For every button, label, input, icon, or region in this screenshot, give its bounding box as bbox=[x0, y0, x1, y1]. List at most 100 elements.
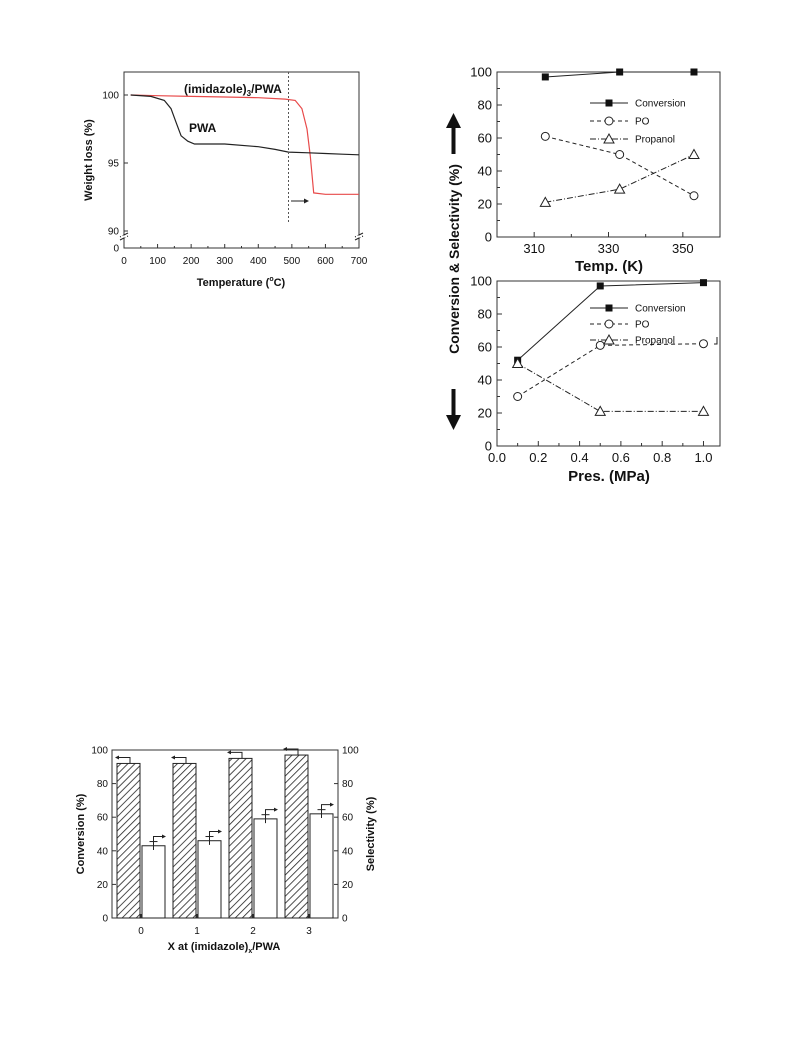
bar-bars bbox=[115, 747, 334, 919]
tga-y-tick-label: 100 bbox=[102, 91, 119, 102]
temp-x-tick-label: 310 bbox=[523, 241, 545, 256]
temp-x-tick-label: 350 bbox=[672, 241, 694, 256]
pres-y-tick-label: 0 bbox=[485, 439, 492, 454]
temp-legend: Conversion PO Propanol bbox=[590, 99, 686, 146]
tga-x-tick-label: 300 bbox=[216, 256, 233, 267]
pres-legend-marker bbox=[603, 333, 615, 345]
tga-x-tick-label: 200 bbox=[183, 256, 200, 267]
temp-legend-label: Conversion bbox=[635, 99, 686, 110]
temp-ticks: 310 330 350 0 20 40 60 80 100 bbox=[470, 65, 721, 256]
tga-ticks: 0 100 200 300 400 500 600 700 100 95 90 0 bbox=[102, 91, 367, 268]
temp-line-propanol bbox=[545, 154, 695, 203]
pres-x-tick-label: 0.8 bbox=[653, 450, 671, 465]
bar-left-y-tick-label: 40 bbox=[97, 846, 109, 857]
pres-x-tick-label: 0.6 bbox=[612, 450, 630, 465]
bar-left-y-tick-label: 60 bbox=[97, 813, 109, 824]
bar-selectivity bbox=[309, 813, 334, 919]
bar-left-y-tick-label: 100 bbox=[91, 746, 108, 757]
bar-conversion bbox=[116, 762, 141, 919]
pres-ticks: 0.0 0.2 0.4 0.6 0.8 1.0 0 20 40 60 80 100 bbox=[470, 274, 712, 466]
down-arrow-icon bbox=[446, 389, 461, 430]
bar-left-y-tick-label: 20 bbox=[97, 880, 109, 891]
tga-line-pwa bbox=[130, 94, 360, 156]
tga-x-axis-title: Temperature (oC) bbox=[197, 276, 286, 289]
bar-x-tick-label: 1 bbox=[194, 926, 200, 937]
temp-legend-label: PO bbox=[635, 117, 650, 128]
temp-point-propanol bbox=[688, 148, 700, 159]
bar-conversion bbox=[228, 757, 253, 919]
temp-y-tick-label: 20 bbox=[478, 197, 492, 212]
pres-chart: 0.0 0.2 0.4 0.6 0.8 1.0 0 20 40 60 80 100 Conversio… bbox=[470, 274, 721, 485]
bar-conversion bbox=[284, 754, 309, 919]
pres-x-tick-label: 0.2 bbox=[529, 450, 547, 465]
pres-x-tick-label: 0.4 bbox=[571, 450, 589, 465]
bar-left-axis-arrowhead bbox=[227, 750, 231, 755]
bar-left-axis-arrowhead bbox=[171, 755, 175, 760]
pres-line-propanol bbox=[517, 363, 704, 412]
bar-right-y-tick-label: 80 bbox=[342, 779, 354, 790]
tga-x-tick-label: 0 bbox=[121, 256, 127, 267]
pres-line-po bbox=[517, 343, 704, 397]
bar-right-axis-arrowhead bbox=[274, 807, 278, 812]
tga-series-label-pwa: PWA bbox=[189, 121, 217, 135]
pres-y-tick-label: 60 bbox=[478, 340, 492, 355]
temp-point-propanol bbox=[613, 183, 626, 194]
pres-y-tick-label: 80 bbox=[478, 307, 492, 322]
bar-left-axis-arrowhead bbox=[283, 747, 287, 752]
temp-legend-label: Propanol bbox=[635, 135, 675, 146]
pres-point-conversion bbox=[699, 279, 707, 287]
pres-legend-label: Propanol bbox=[635, 336, 675, 347]
pres-point-propanol bbox=[594, 405, 607, 416]
bar-left-axis-arrow bbox=[286, 748, 299, 756]
tga-arrow bbox=[291, 198, 309, 204]
pres-x-tick-label: 1.0 bbox=[694, 450, 712, 465]
tga-line-imidazole bbox=[130, 94, 359, 195]
pres-edge-mark bbox=[714, 337, 718, 345]
tga-x-tick-label: 400 bbox=[250, 256, 267, 267]
bar-right-y-tick-label: 40 bbox=[342, 846, 354, 857]
temp-x-tick-label: 330 bbox=[598, 241, 620, 256]
temp-point-conversion bbox=[690, 68, 698, 76]
bar-right-y-tick-label: 20 bbox=[342, 880, 354, 891]
temp-legend-marker bbox=[604, 116, 614, 126]
bar-right-y-tick-label: 0 bbox=[342, 914, 348, 925]
bar-right-axis-arrow bbox=[153, 836, 162, 842]
pres-x-tick-label: 0.0 bbox=[488, 450, 506, 465]
bar-ticks: 0 0 20 20 40 40 60 60 80 80 100 100 0 1 2 3 bbox=[91, 746, 359, 938]
tga-lines bbox=[130, 94, 360, 195]
bar-conversion bbox=[172, 762, 197, 919]
bar-left-axis-arrow bbox=[174, 756, 187, 764]
bar-left-y-tick-label: 80 bbox=[97, 779, 109, 790]
pres-y-tick-label: 100 bbox=[470, 274, 492, 289]
temp-point-propanol bbox=[539, 196, 552, 207]
bar-left-y-axis-title: Conversion (%) bbox=[75, 793, 87, 874]
bar-right-axis-arrow bbox=[265, 809, 274, 815]
tga-x-tick-label: 600 bbox=[317, 256, 334, 267]
pres-legend-label: PO bbox=[635, 320, 650, 331]
temp-chart: 310 330 350 0 20 40 60 80 100 Conversion PO Propan… bbox=[470, 65, 721, 275]
bar-left-axis-arrow bbox=[118, 756, 131, 764]
tga-axis-break-left bbox=[119, 232, 129, 241]
bar-right-axis-arrowhead bbox=[218, 829, 222, 834]
pres-legend: Conversion PO Propanol bbox=[590, 304, 686, 347]
temp-y-tick-label: 80 bbox=[478, 98, 492, 113]
pres-point-po bbox=[513, 392, 523, 401]
bar-x-axis-title: X at (imidazole)x/PWA bbox=[168, 941, 281, 955]
pres-point-po bbox=[698, 339, 708, 349]
pres-legend-marker bbox=[604, 319, 614, 329]
bar-right-y-tick-label: 60 bbox=[342, 813, 354, 824]
temp-y-tick-label: 40 bbox=[478, 164, 492, 179]
bar-plot-frame bbox=[111, 749, 339, 919]
tga-x-tick-label: 100 bbox=[149, 256, 166, 267]
pres-point-po bbox=[595, 340, 605, 350]
tga-chart: 0 100 200 300 400 500 600 700 100 95 90 0 (imidazol… bbox=[83, 71, 368, 289]
bar-x-tick-label: 2 bbox=[250, 926, 256, 937]
bar-right-axis-arrow bbox=[321, 804, 330, 810]
tga-x-tick-label: 700 bbox=[351, 256, 368, 267]
pres-series bbox=[511, 279, 710, 416]
pres-x-axis-title: Pres. (MPa) bbox=[568, 468, 650, 485]
pres-y-tick-label: 20 bbox=[478, 406, 492, 421]
pres-point-propanol bbox=[697, 405, 710, 416]
bar-right-axis-arrowhead bbox=[330, 802, 334, 807]
temp-x-axis-title: Temp. (K) bbox=[575, 258, 643, 275]
